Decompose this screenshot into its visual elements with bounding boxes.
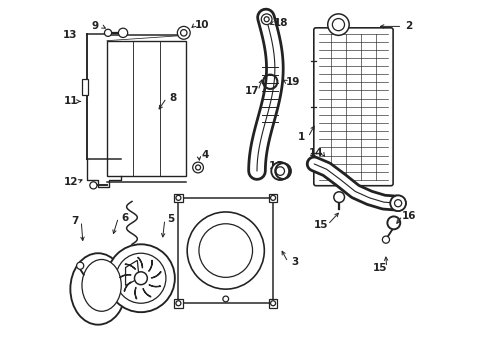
- FancyArrowPatch shape: [124, 282, 131, 291]
- Circle shape: [270, 195, 275, 201]
- Circle shape: [271, 162, 288, 180]
- Circle shape: [327, 14, 348, 35]
- Bar: [268, 299, 277, 307]
- Circle shape: [394, 200, 401, 207]
- Circle shape: [176, 195, 181, 201]
- Circle shape: [118, 28, 127, 37]
- FancyArrowPatch shape: [149, 285, 160, 287]
- Circle shape: [199, 224, 252, 277]
- Text: 4: 4: [201, 150, 208, 160]
- Circle shape: [180, 30, 186, 36]
- Text: 3: 3: [290, 257, 298, 267]
- Circle shape: [389, 195, 405, 211]
- Circle shape: [270, 301, 275, 306]
- Circle shape: [177, 26, 190, 39]
- Circle shape: [333, 192, 344, 203]
- FancyArrowPatch shape: [151, 271, 161, 278]
- Circle shape: [90, 182, 97, 189]
- Text: 14: 14: [308, 148, 323, 158]
- Text: 10: 10: [194, 19, 208, 30]
- Circle shape: [382, 236, 389, 243]
- Polygon shape: [125, 260, 139, 285]
- Ellipse shape: [70, 253, 125, 325]
- Circle shape: [223, 296, 228, 302]
- Ellipse shape: [82, 260, 121, 311]
- Text: 5: 5: [167, 214, 175, 224]
- FancyArrowPatch shape: [148, 260, 152, 271]
- Bar: [82, 79, 88, 95]
- Circle shape: [134, 272, 147, 285]
- FancyArrowPatch shape: [120, 275, 131, 278]
- Circle shape: [107, 244, 175, 312]
- Text: 11: 11: [64, 96, 79, 107]
- Circle shape: [192, 162, 203, 173]
- Circle shape: [264, 17, 268, 22]
- FancyArrowPatch shape: [135, 288, 136, 299]
- Text: 2: 2: [405, 21, 411, 31]
- Text: 16: 16: [401, 211, 415, 221]
- Text: 13: 13: [63, 30, 77, 40]
- Bar: [107, 41, 185, 176]
- FancyArrowPatch shape: [138, 257, 142, 268]
- Circle shape: [104, 29, 111, 36]
- Bar: [178, 198, 272, 303]
- Text: 15: 15: [313, 220, 328, 230]
- Text: 7: 7: [71, 216, 79, 226]
- Text: 12: 12: [64, 177, 79, 187]
- FancyArrowPatch shape: [125, 264, 135, 269]
- FancyBboxPatch shape: [313, 28, 392, 186]
- Text: 16: 16: [268, 161, 283, 171]
- Circle shape: [77, 262, 83, 269]
- Bar: [268, 194, 277, 202]
- Circle shape: [187, 212, 264, 289]
- Text: 15: 15: [372, 262, 386, 273]
- Circle shape: [176, 301, 181, 306]
- Text: 9: 9: [92, 21, 99, 31]
- Text: 6: 6: [121, 212, 128, 222]
- Text: 17: 17: [244, 86, 259, 96]
- Text: 8: 8: [169, 93, 176, 103]
- Text: 19: 19: [285, 77, 299, 87]
- Circle shape: [195, 165, 200, 170]
- Bar: [174, 299, 183, 307]
- Circle shape: [332, 18, 344, 31]
- Circle shape: [261, 14, 271, 24]
- Bar: [174, 194, 183, 202]
- Text: 18: 18: [273, 18, 287, 28]
- Text: 1: 1: [297, 132, 305, 142]
- Circle shape: [116, 253, 165, 303]
- Circle shape: [275, 167, 284, 175]
- FancyArrowPatch shape: [142, 289, 151, 297]
